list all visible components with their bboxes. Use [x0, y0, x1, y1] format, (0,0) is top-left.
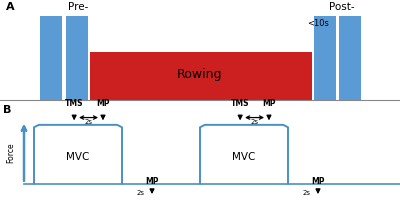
Text: Rowing: Rowing [177, 68, 223, 81]
Text: 2s: 2s [84, 119, 92, 125]
Bar [66, 17, 88, 101]
Text: MP: MP [145, 176, 159, 185]
Text: TMS: TMS [231, 98, 250, 107]
Text: TMS: TMS [65, 98, 84, 107]
Text: MP: MP [96, 98, 110, 107]
Text: MVC: MVC [66, 152, 90, 162]
Text: B: B [3, 104, 12, 114]
Text: 2s: 2s [137, 189, 145, 195]
Text: MVC: MVC [232, 152, 256, 162]
Text: MP: MP [262, 98, 276, 107]
Text: Pre-: Pre- [68, 2, 88, 12]
Text: A: A [6, 2, 15, 12]
Bar [339, 17, 361, 101]
Bar [90, 53, 312, 101]
Text: <10s: <10s [307, 19, 329, 28]
Text: 2s: 2s [303, 189, 311, 195]
Text: Force: Force [7, 141, 16, 162]
Bar [314, 17, 336, 101]
Text: MP: MP [311, 176, 325, 185]
Bar [40, 17, 62, 101]
Text: Post-: Post- [329, 2, 355, 12]
Text: 2s: 2s [250, 119, 258, 125]
